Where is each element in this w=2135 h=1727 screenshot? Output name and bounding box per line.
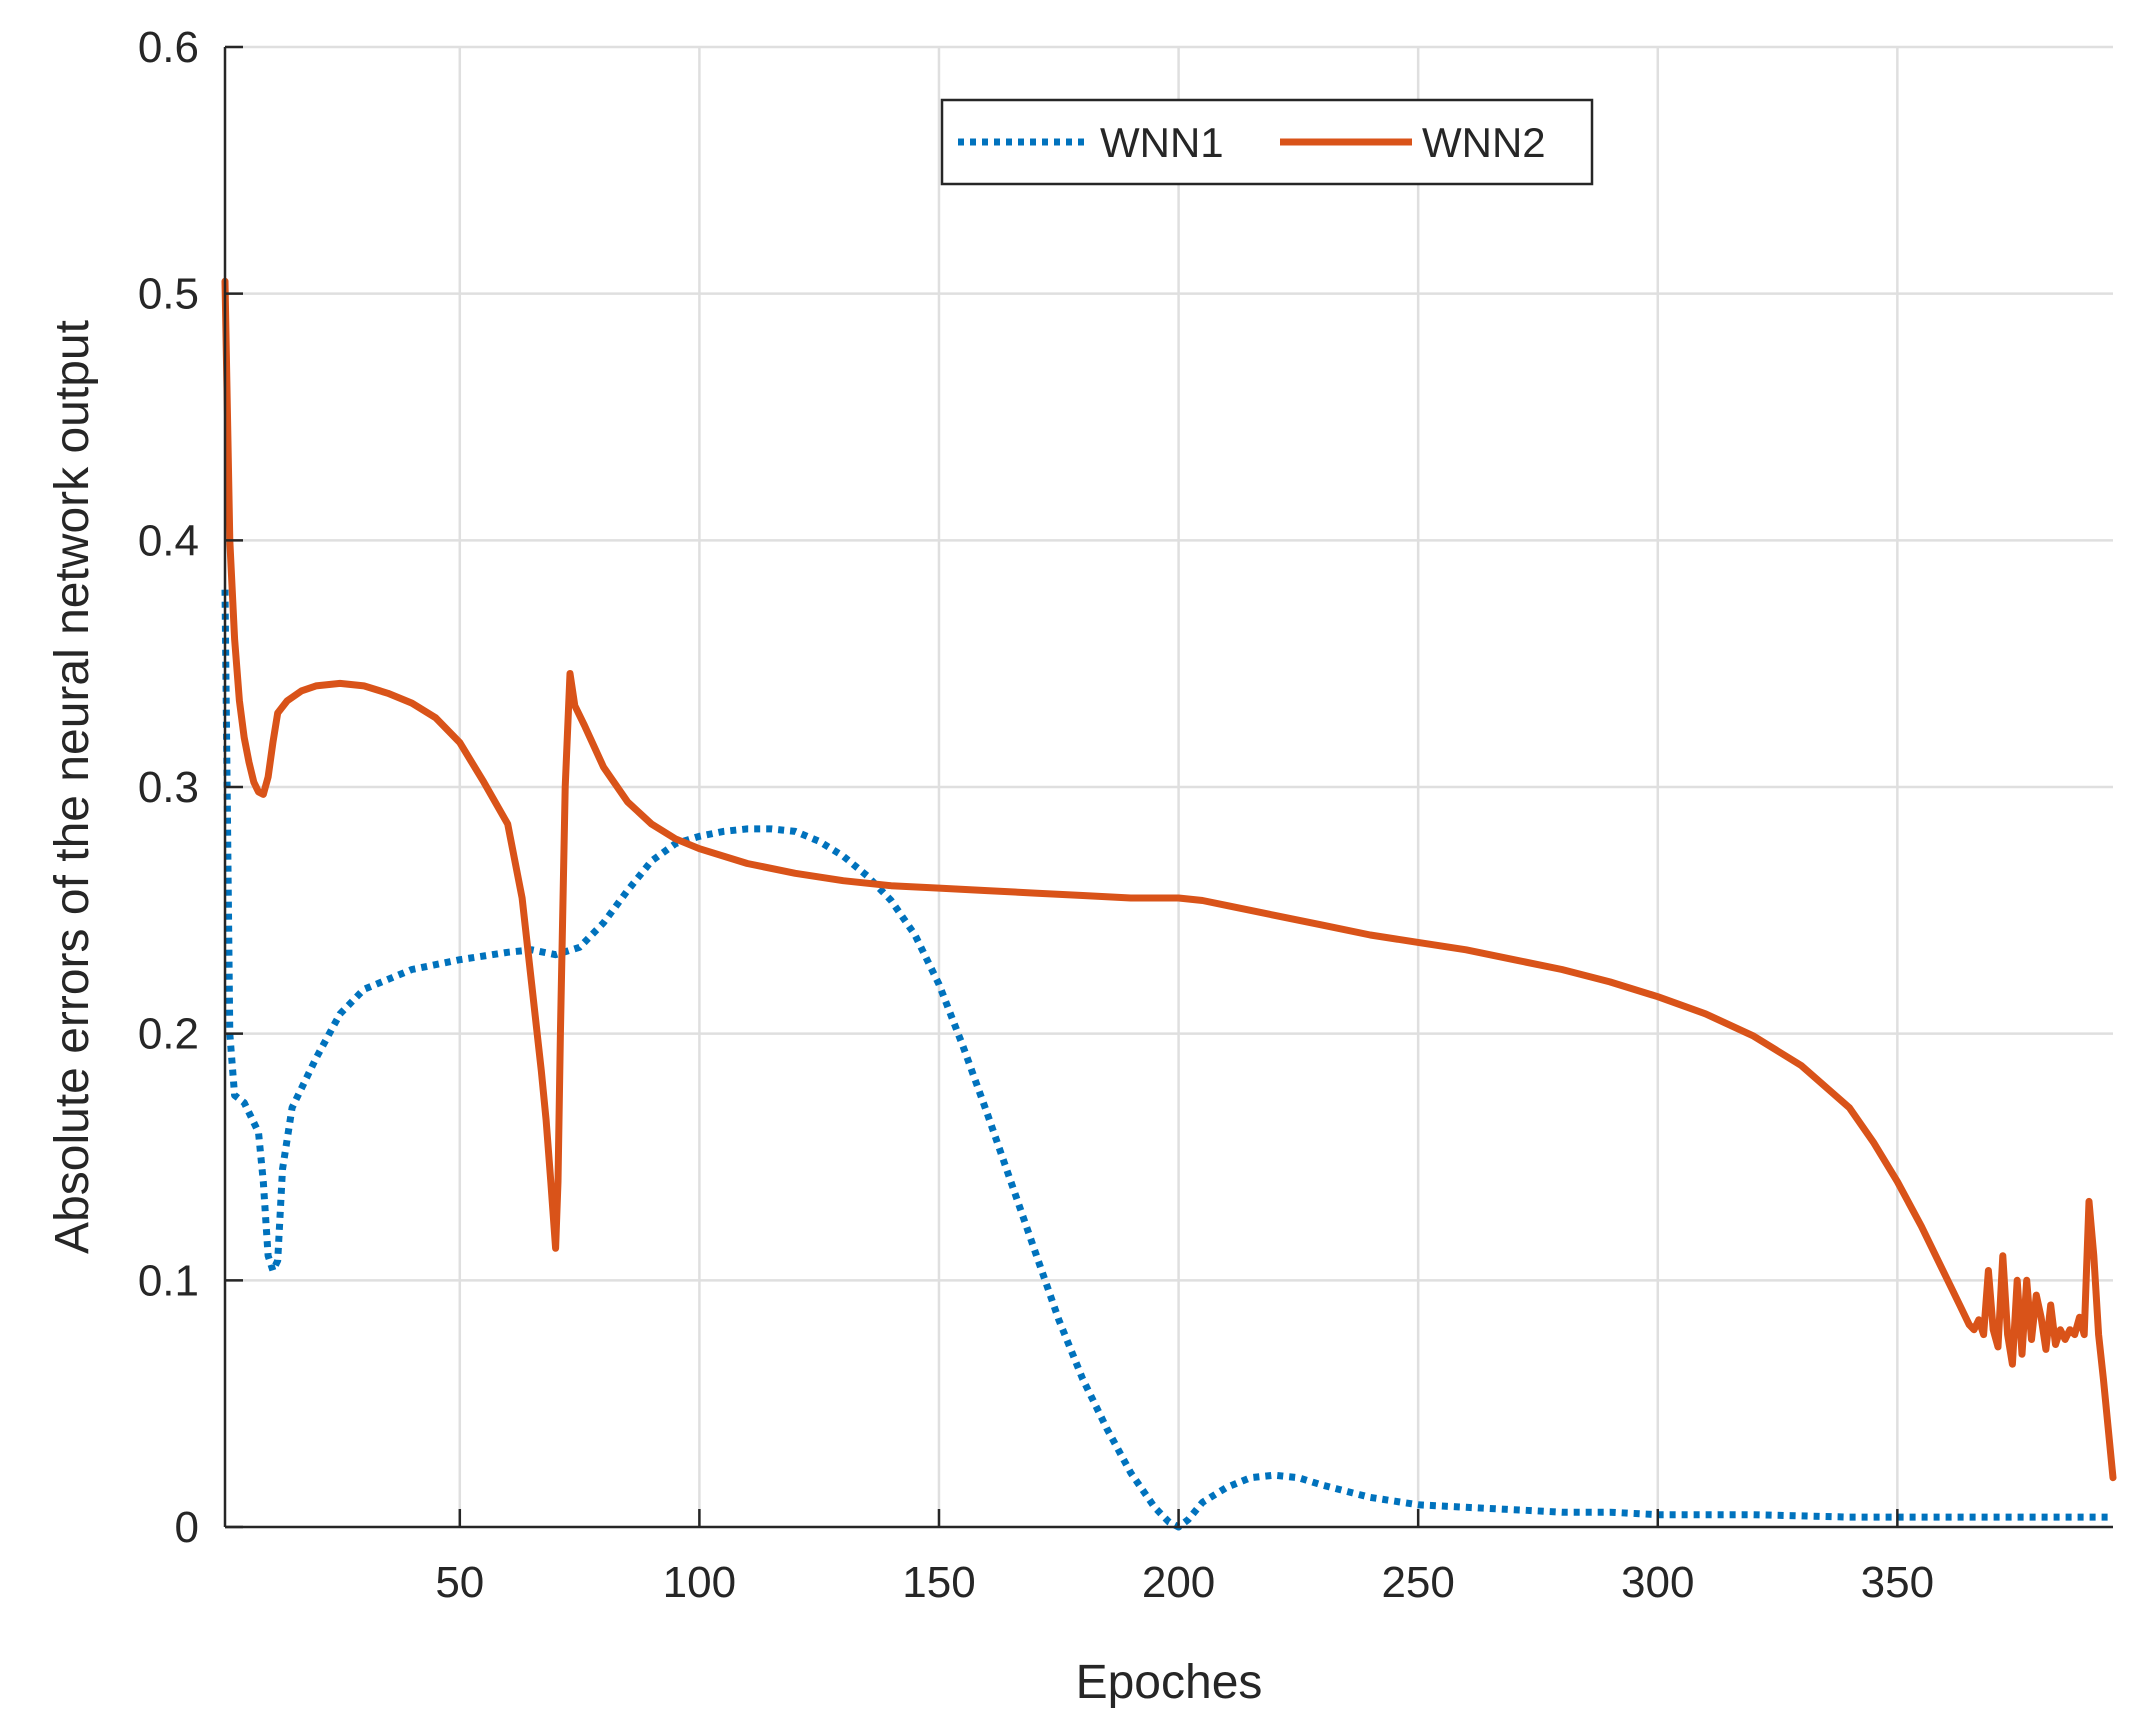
- x-tick-label: 50: [435, 1558, 484, 1607]
- y-tick-label: 0.5: [138, 270, 199, 319]
- series-line-wnn1: [221, 589, 2113, 1531]
- x-tick-label: 100: [663, 1558, 736, 1607]
- y-tick-label: 0: [175, 1503, 199, 1552]
- x-tick-label: 250: [1381, 1558, 1454, 1607]
- legend-label-wnn2: WNN2: [1422, 119, 1546, 166]
- legend: WNN1 WNN2: [940, 98, 1594, 186]
- legend-box: [940, 98, 1594, 186]
- y-tick-label: 0.3: [138, 763, 199, 812]
- x-tick-label: 350: [1861, 1558, 1934, 1607]
- y-tick-label: 0.2: [138, 1010, 199, 1059]
- x-axis-label: Epoches: [1076, 1656, 1263, 1709]
- y-tick-label: 0.4: [138, 516, 199, 565]
- series-line-wnn2: [221, 277, 2117, 1482]
- y-axis-label: Absolute errors of the neural network ou…: [46, 320, 99, 1254]
- grid-lines: [225, 45, 2113, 1527]
- ticks: 50 100 150 200 250 300 350 0 0.1 0.2 0.3 0.4 0.5 0.6: [138, 23, 1934, 1607]
- y-tick-label: 0.6: [138, 23, 199, 72]
- x-tick-label: 200: [1142, 1558, 1215, 1607]
- legend-label-wnn1: WNN1: [1100, 119, 1224, 166]
- y-tick-label: 0.1: [138, 1256, 199, 1305]
- series-layer: [221, 277, 2117, 1531]
- x-tick-label: 150: [902, 1558, 975, 1607]
- x-tick-label: 300: [1621, 1558, 1694, 1607]
